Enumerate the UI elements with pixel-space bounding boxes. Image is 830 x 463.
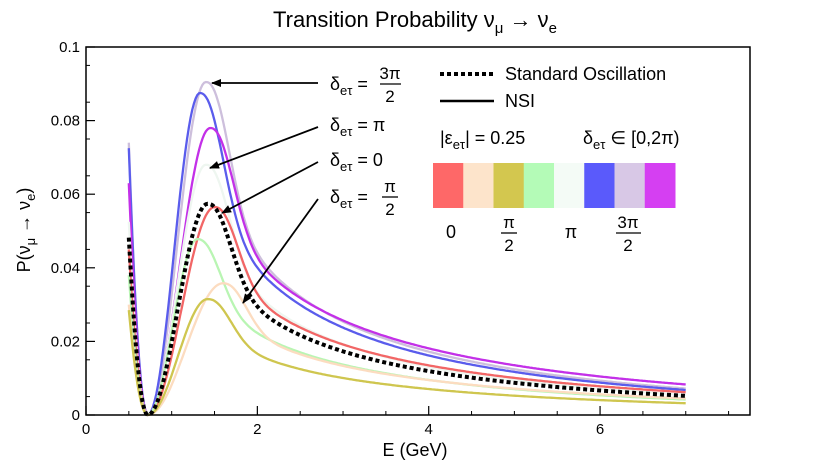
- chart-title: Transition Probability νμ → νe: [273, 7, 557, 37]
- svg-text:3π: 3π: [379, 64, 400, 83]
- legend-standard-label: Standard Oscillation: [505, 64, 666, 84]
- x-tick-label-0: 0: [82, 421, 90, 438]
- annotation-arrow-pi-half: [242, 198, 319, 304]
- y-axis-label: P(νμ → νe): [14, 188, 38, 273]
- annotation-arrow-pi: [209, 126, 319, 169]
- svg-text:δeτ = π: δeτ = π: [330, 115, 385, 139]
- legend-epsilon-label: |εeτ| = 0.25: [440, 128, 525, 152]
- colorbar-swatch-1: [463, 163, 494, 208]
- y-tick-label-2: 0.04: [51, 260, 80, 277]
- x-tick-label-3: 6: [596, 421, 604, 438]
- annotation-label-zero: δeτ = 0: [330, 150, 383, 174]
- svg-text:δeτ = 0: δeτ = 0: [330, 150, 383, 174]
- curves: [126, 80, 686, 418]
- colorbar-swatch-7: [644, 163, 676, 208]
- y-tick-label-5: 0.1: [59, 39, 80, 56]
- axis-ticks: 0 2 4 6 0 0.02 0.04 0.06 0.08 0.1: [51, 39, 730, 438]
- y-tick-label-1: 0.02: [51, 333, 80, 350]
- annotation-label-pi-half: δeτ = π 2: [330, 177, 398, 219]
- annotation-label-pi: δeτ = π: [330, 115, 385, 139]
- legend: Standard Oscillation NSI |εeτ| = 0.25 δe…: [433, 64, 680, 255]
- svg-text:2: 2: [385, 87, 394, 106]
- svg-text:δeτ =: δeτ =: [330, 74, 368, 98]
- svg-text:2: 2: [504, 236, 513, 255]
- colorbar-swatch-4: [554, 163, 585, 208]
- svg-text:2: 2: [385, 200, 394, 219]
- svg-text:π: π: [503, 213, 515, 232]
- colorbar-swatch-3: [523, 163, 555, 208]
- colorbar-label-3pi-half: 3π 2: [616, 213, 641, 255]
- svg-text:2: 2: [623, 236, 632, 255]
- x-tick-label-2: 4: [425, 421, 433, 438]
- delta-colorbar: [433, 163, 676, 208]
- x-tick-label-1: 2: [253, 421, 261, 438]
- legend-nsi-label: NSI: [505, 91, 535, 111]
- svg-text:π: π: [384, 177, 396, 196]
- legend-delta-range-label: δeτ ∈ [0,2π): [583, 128, 680, 152]
- curve-nsi-1: [127, 91, 686, 417]
- curve-standard-oscillation: [126, 201, 686, 418]
- y-tick-label-0: 0: [72, 407, 80, 424]
- svg-text:3π: 3π: [617, 213, 638, 232]
- colorbar-swatch-5: [584, 163, 615, 208]
- colorbar-swatch-0: [433, 163, 464, 208]
- colorbar-label-pi-half: π 2: [501, 213, 517, 255]
- plot-frame: [85, 46, 751, 416]
- colorbar-swatch-6: [614, 163, 646, 208]
- colorbar-swatch-2: [493, 163, 525, 208]
- curve-nsi-7: [127, 297, 686, 417]
- curve-nsi-6: [127, 282, 686, 417]
- colorbar-label-pi: π: [565, 222, 577, 242]
- colorbar-label-zero: 0: [446, 222, 456, 242]
- annotation-arrow-zero: [221, 161, 319, 214]
- curve-nsi-2: [127, 126, 686, 417]
- y-tick-label-3: 0.06: [51, 186, 80, 203]
- x-axis-label: E (GeV): [382, 440, 447, 460]
- svg-text:δeτ =: δeτ =: [330, 187, 368, 211]
- annotation-label-3pi-half: δeτ = 3π 2: [330, 64, 401, 106]
- y-tick-label-4: 0.08: [51, 113, 80, 130]
- curve-nsi-0: [127, 80, 686, 417]
